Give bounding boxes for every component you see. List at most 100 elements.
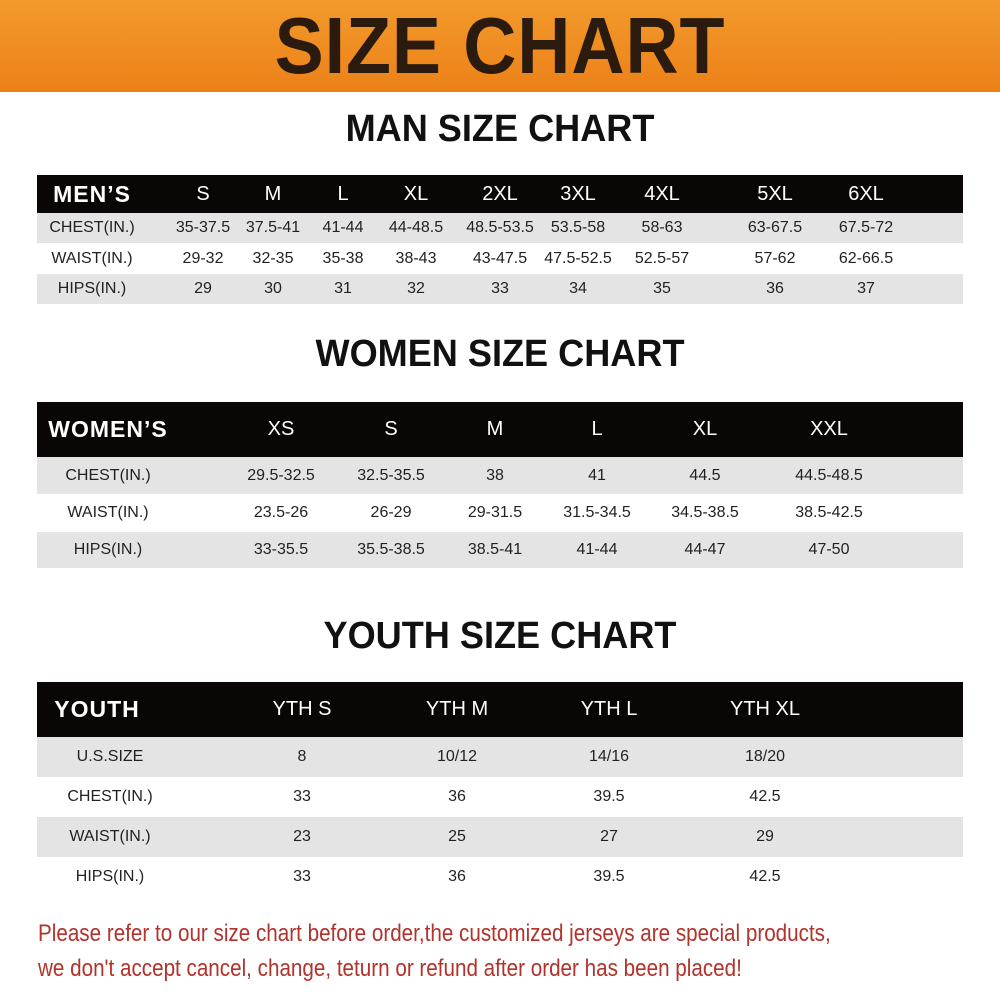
- measurement-label: CHEST(IN.): [67, 788, 153, 805]
- size-header-cell: S: [196, 182, 210, 205]
- measurement-value: 52.5-57: [634, 249, 690, 267]
- size-header-cell: S: [384, 418, 398, 440]
- table-row: CHEST(IN.) 33 36 39.5 42.5: [37, 777, 963, 817]
- measurement-value: 41: [588, 466, 606, 484]
- measurement-value: 37: [857, 280, 875, 297]
- measurement-value: 38: [486, 466, 504, 484]
- measurement-value: 31: [334, 280, 352, 297]
- measurement-label: WAIST(IN.): [67, 504, 149, 521]
- measurement-label: WAIST(IN.): [51, 249, 133, 267]
- measurement-value: 42.5: [749, 868, 781, 885]
- measurement-value: 32.5-35.5: [357, 466, 425, 484]
- size-header-cell: YTH L: [580, 698, 638, 720]
- measurement-value: 25: [448, 828, 466, 845]
- measurement-value: 33: [293, 788, 311, 805]
- size-header-cell: 4XL: [644, 182, 680, 205]
- size-header-cell: YTH XL: [729, 698, 801, 720]
- measurement-value: 44-47: [684, 541, 726, 558]
- measurement-value: 36: [448, 788, 466, 805]
- measurement-value: 67.5-72: [838, 219, 894, 236]
- table-row: HIPS(IN.) 33-35.5 35.5-38.5 38.5-41 41-44 44-…: [37, 532, 963, 568]
- measurement-value: 36: [766, 280, 784, 297]
- table-row: CHEST(IN.) 29.5-32.5 32.5-35.5 38 41 44.5 44.5…: [37, 457, 963, 494]
- measurement-value: 8: [297, 748, 307, 765]
- measurement-value: 31.5-34.5: [563, 504, 631, 521]
- measurement-value: 26-29: [370, 504, 412, 521]
- measurement-value: 29-31.5: [467, 504, 523, 521]
- title-banner: SIZE CHART: [0, 0, 1000, 92]
- measurement-value: 44-48.5: [388, 219, 444, 236]
- size-header-cell: YTH M: [425, 698, 489, 720]
- measurement-value: 38.5-42.5: [795, 504, 863, 521]
- measurement-value: 33: [293, 868, 311, 885]
- size-header-cell: XXL: [810, 418, 848, 440]
- measurement-value: 34.5-38.5: [671, 504, 739, 521]
- youth-section-title: YOUTH SIZE CHART: [323, 615, 677, 657]
- measurement-value: 44.5-48.5: [795, 466, 863, 484]
- measurement-value: 57-62: [754, 249, 796, 267]
- size-header-cell: L: [337, 182, 349, 205]
- measurement-value: 35-38: [322, 249, 364, 267]
- page-title: SIZE CHART: [274, 1, 726, 90]
- measurement-value: 38-43: [395, 249, 437, 267]
- measurement-value: 23.5-26: [253, 504, 309, 521]
- measurement-value: 37.5-41: [245, 219, 301, 236]
- table-row: WAIST(IN.) 23.5-26 26-29 29-31.5 31.5-34.5 34…: [37, 494, 963, 532]
- size-header-cell: XS: [267, 418, 295, 440]
- measurement-value: 58-63: [641, 219, 683, 236]
- measurement-value: 36: [448, 868, 466, 885]
- measurement-value: 39.5: [593, 788, 625, 805]
- measurement-label: CHEST(IN.): [49, 219, 135, 236]
- size-header-cell: 2XL: [482, 182, 518, 205]
- men-section-title: MAN SIZE CHART: [345, 108, 655, 150]
- measurement-value: 18/20: [744, 748, 786, 765]
- measurement-value: 41-44: [576, 541, 618, 558]
- measurement-value: 39.5: [593, 868, 625, 885]
- table-row: HIPS(IN.) 29 30 31 32 33 34 35 36 37: [37, 274, 963, 304]
- measurement-label: U.S.SIZE: [76, 748, 144, 765]
- measurement-value: 33: [491, 280, 509, 297]
- women-header-row: WOMEN’S XS S M L XL XXL: [37, 402, 963, 457]
- measurement-label: HIPS(IN.): [73, 541, 143, 558]
- measurement-value: 62-66.5: [838, 249, 894, 267]
- men-header-row: MEN’S S M L XL 2XL 3XL 4XL 5XL 6XL: [37, 175, 963, 213]
- notice-line-1: Please refer to our size chart before or…: [38, 920, 831, 947]
- size-header-cell: XL: [403, 182, 429, 205]
- measurement-value: 42.5: [749, 788, 781, 805]
- table-row: U.S.SIZE 8 10/12 14/16 18/20: [37, 737, 963, 777]
- measurement-value: 30: [264, 280, 282, 297]
- table-row: WAIST(IN.) 29-32 32-35 35-38 38-43 43-47.5 47.…: [37, 243, 963, 274]
- table-row: HIPS(IN.) 33 36 39.5 42.5: [37, 857, 963, 897]
- size-header-cell: 6XL: [848, 182, 884, 205]
- measurement-value: 33-35.5: [253, 541, 309, 558]
- table-title-cell: YOUTH: [54, 696, 140, 722]
- measurement-value: 29: [194, 280, 212, 297]
- measurement-value: 29: [756, 828, 774, 845]
- table-title-cell: MEN’S: [53, 180, 131, 207]
- size-header-cell: XL: [692, 418, 718, 440]
- notice-line-2: we don't accept cancel, change, teturn o…: [38, 955, 742, 982]
- measurement-value: 47-50: [808, 541, 850, 558]
- measurement-value: 43-47.5: [472, 249, 528, 267]
- measurement-label: CHEST(IN.): [65, 466, 151, 484]
- size-header-cell: M: [486, 418, 504, 440]
- measurement-value: 53.5-58: [550, 219, 606, 236]
- measurement-value: 48.5-53.5: [466, 219, 534, 236]
- measurement-value: 35: [653, 280, 671, 297]
- measurement-value: 47.5-52.5: [544, 249, 612, 267]
- size-header-cell: L: [591, 418, 603, 440]
- measurement-value: 23: [293, 828, 311, 845]
- size-header-cell: 5XL: [757, 182, 793, 205]
- measurement-label: HIPS(IN.): [75, 868, 145, 885]
- measurement-value: 14/16: [588, 748, 630, 765]
- measurement-value: 35-37.5: [175, 219, 231, 236]
- measurement-value: 41-44: [322, 219, 364, 236]
- measurement-value: 29.5-32.5: [247, 466, 315, 484]
- measurement-label: WAIST(IN.): [69, 828, 151, 845]
- measurement-value: 10/12: [436, 748, 478, 765]
- size-header-cell: 3XL: [560, 182, 596, 205]
- table-row: CHEST(IN.) 35-37.5 37.5-41 41-44 44-48.5 48.5…: [37, 213, 963, 243]
- youth-header-row: YOUTH YTH S YTH M YTH L YTH XL: [37, 682, 963, 737]
- measurement-value: 44.5: [689, 466, 721, 484]
- size-header-cell: YTH S: [272, 698, 332, 720]
